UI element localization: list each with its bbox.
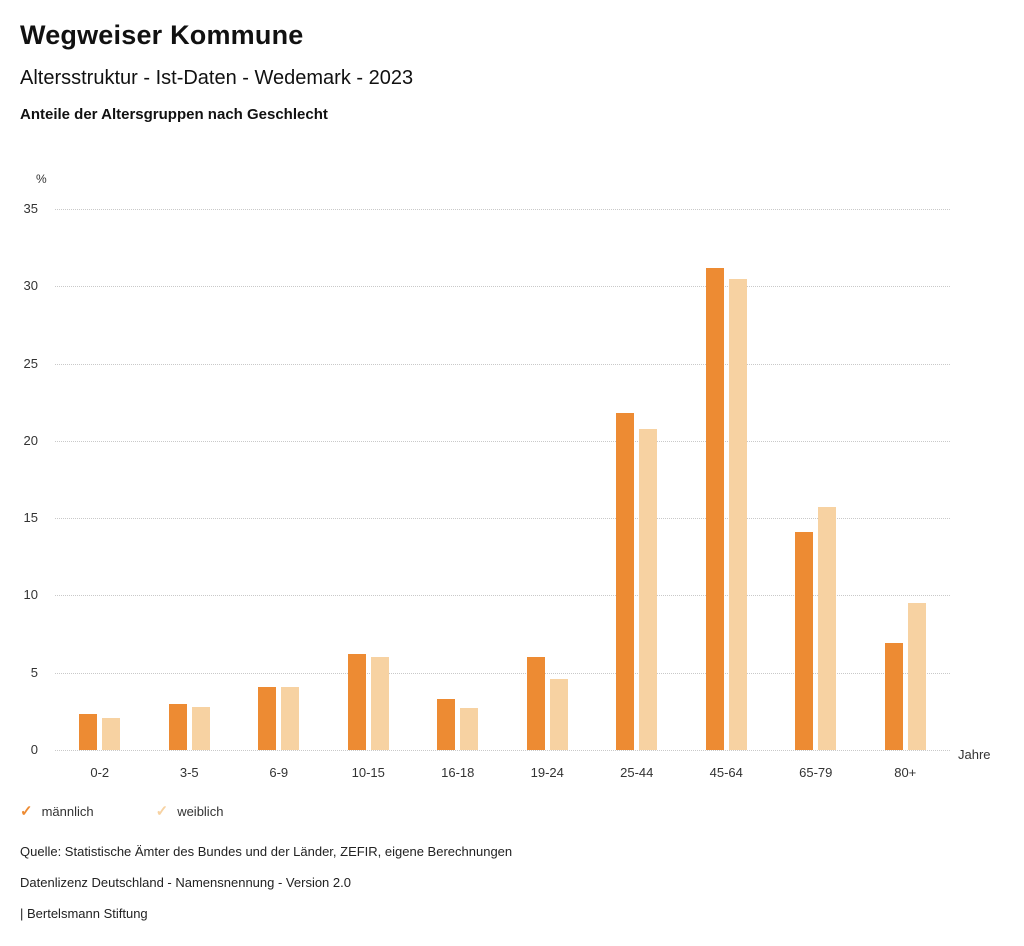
x-axis-labels: 0-2 3-5 6-9 10-15 16-18 19-24 25-44 45-64 65-79 8… bbox=[55, 765, 950, 780]
bar-männlich-3-5 bbox=[168, 703, 187, 750]
gridline-10 bbox=[55, 595, 950, 597]
legend-label-weiblich: weiblich bbox=[177, 804, 224, 819]
gridline-5 bbox=[55, 672, 950, 674]
bar-group-45-64 bbox=[682, 209, 772, 750]
bar-männlich-6-9 bbox=[258, 686, 277, 750]
bar-männlich-80+ bbox=[884, 643, 903, 750]
legend-item-maennlich[interactable]: ✓ männlich bbox=[20, 804, 94, 819]
y-tick-label-0: 0 bbox=[30, 742, 38, 757]
chart-legend: ✓ männlich ✓ weiblich bbox=[20, 804, 223, 819]
bar-weiblich-25-44 bbox=[639, 428, 658, 750]
y-tick-label-5: 5 bbox=[30, 664, 38, 680]
y-tick-label-15: 15 bbox=[23, 510, 38, 526]
y-tick-label-25: 25 bbox=[23, 355, 38, 371]
check-icon: ✓ bbox=[155, 803, 169, 820]
gridline-35 bbox=[55, 209, 950, 210]
y-tick-label-10: 10 bbox=[23, 587, 38, 603]
x-tick-label-19-24: 19-24 bbox=[530, 765, 564, 780]
footer-license: Datenlizenz Deutschland - Namensnennung … bbox=[20, 875, 351, 890]
bar-weiblich-45-64 bbox=[728, 278, 747, 750]
gridline-0 bbox=[55, 750, 950, 751]
bar-weiblich-3-5 bbox=[191, 706, 210, 750]
bar-weiblich-0-2 bbox=[102, 717, 121, 750]
page-title: Wegweiser Kommune bbox=[20, 20, 304, 50]
x-axis-unit-label: Jahre bbox=[958, 747, 991, 762]
bar-group-65-79 bbox=[771, 209, 861, 750]
gridline-30 bbox=[55, 286, 950, 288]
bar-männlich-0-2 bbox=[79, 714, 98, 750]
chart-heading: Anteile der Altersgruppen nach Geschlech… bbox=[20, 106, 328, 123]
gridline-25 bbox=[55, 363, 950, 365]
bar-weiblich-80+ bbox=[907, 603, 926, 750]
bar-männlich-65-79 bbox=[795, 532, 814, 750]
legend-label-maennlich: männlich bbox=[41, 804, 94, 819]
bar-group-80+ bbox=[861, 209, 951, 750]
x-tick-label-16-18: 16-18 bbox=[441, 765, 475, 780]
x-tick-label-80+: 80+ bbox=[894, 765, 917, 780]
bar-group-6-9 bbox=[234, 209, 324, 750]
bar-group-3-5 bbox=[145, 209, 235, 750]
page-subtitle: Altersstruktur - Ist-Daten - Wedemark - … bbox=[20, 67, 414, 89]
bar-weiblich-65-79 bbox=[818, 507, 837, 750]
y-tick-label-20: 20 bbox=[23, 432, 38, 448]
bar-weiblich-19-24 bbox=[549, 678, 568, 750]
bar-männlich-19-24 bbox=[526, 657, 545, 750]
bar-männlich-25-44 bbox=[616, 413, 635, 750]
check-icon: ✓ bbox=[20, 803, 33, 820]
bar-group-10-15 bbox=[324, 209, 414, 750]
y-tick-label-35: 35 bbox=[23, 201, 38, 216]
y-axis-unit-label: % bbox=[36, 172, 47, 186]
bar-weiblich-10-15 bbox=[370, 657, 389, 750]
x-tick-label-25-44: 25-44 bbox=[620, 765, 654, 780]
gridline-20 bbox=[55, 440, 950, 442]
legend-item-weiblich[interactable]: ✓ weiblich bbox=[156, 804, 224, 819]
bar-group-25-44 bbox=[592, 209, 682, 750]
bar-männlich-16-18 bbox=[437, 699, 456, 750]
footer-attribution: | Bertelsmann Stiftung bbox=[20, 906, 148, 921]
x-tick-label-0-2: 0-2 bbox=[90, 765, 110, 780]
bar-group-0-2 bbox=[55, 209, 145, 750]
bar-weiblich-6-9 bbox=[281, 686, 300, 750]
y-axis: 0 5 10 15 20 25 30 35 bbox=[0, 201, 44, 757]
x-tick-label-65-79: 65-79 bbox=[799, 765, 833, 780]
x-tick-label-45-64: 45-64 bbox=[709, 765, 743, 780]
plot-area bbox=[55, 209, 950, 751]
bars-row bbox=[55, 209, 950, 750]
bar-group-19-24 bbox=[503, 209, 593, 750]
x-tick-label-10-15: 10-15 bbox=[351, 765, 385, 780]
gridline-15 bbox=[55, 518, 950, 520]
bar-group-16-18 bbox=[413, 209, 503, 750]
bar-weiblich-16-18 bbox=[460, 708, 479, 750]
footer-source: Quelle: Statistische Ämter des Bundes un… bbox=[20, 844, 513, 859]
x-tick-label-6-9: 6-9 bbox=[269, 765, 289, 780]
y-tick-label-30: 30 bbox=[23, 278, 38, 294]
bar-männlich-10-15 bbox=[347, 654, 366, 750]
bar-männlich-45-64 bbox=[705, 267, 724, 750]
x-tick-label-3-5: 3-5 bbox=[179, 765, 199, 780]
